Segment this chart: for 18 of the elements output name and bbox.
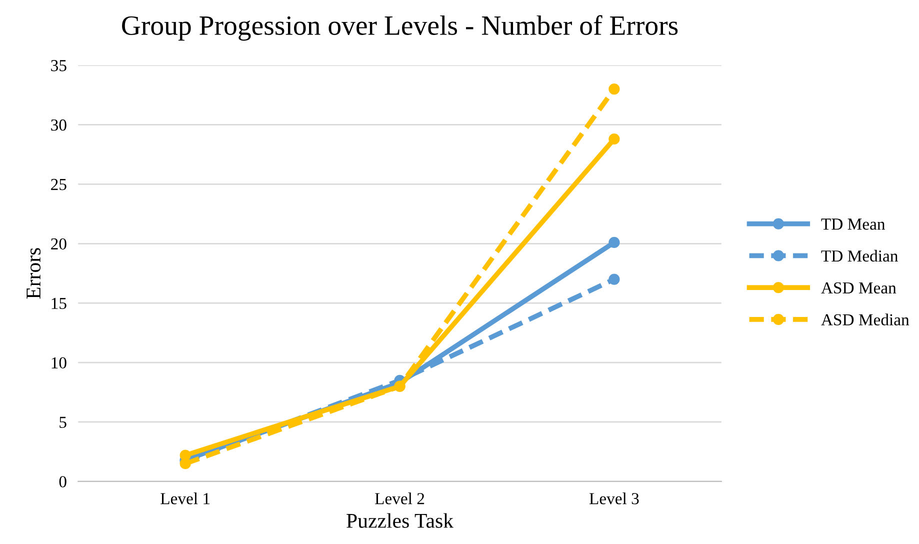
y-tick-label: 25 bbox=[51, 178, 66, 190]
y-tick-label: 5 bbox=[60, 416, 66, 428]
x-axis-title: Puzzles Task bbox=[346, 513, 454, 528]
legend-label: ASD Mean bbox=[821, 282, 896, 294]
x-tick-label: Level 3 bbox=[589, 492, 639, 504]
x-tick-label: Level 1 bbox=[160, 492, 210, 504]
chart-title: Group Progession over Levels - Number of Errors bbox=[122, 15, 678, 41]
y-tick-label: 35 bbox=[51, 60, 66, 72]
y-tick-label: 15 bbox=[52, 298, 66, 310]
y-axis-title: Errors bbox=[26, 248, 41, 299]
x-tick-label: Level 2 bbox=[375, 492, 424, 504]
y-tick-label: 10 bbox=[52, 357, 66, 368]
y-tick-label: 30 bbox=[51, 119, 66, 131]
y-tick-label: 0 bbox=[59, 476, 66, 488]
y-tick-label: 20 bbox=[51, 238, 66, 250]
legend-label: ASD Median bbox=[821, 314, 910, 326]
legend-label: TD Median bbox=[821, 250, 898, 262]
legend-label: TD Mean bbox=[821, 218, 886, 230]
